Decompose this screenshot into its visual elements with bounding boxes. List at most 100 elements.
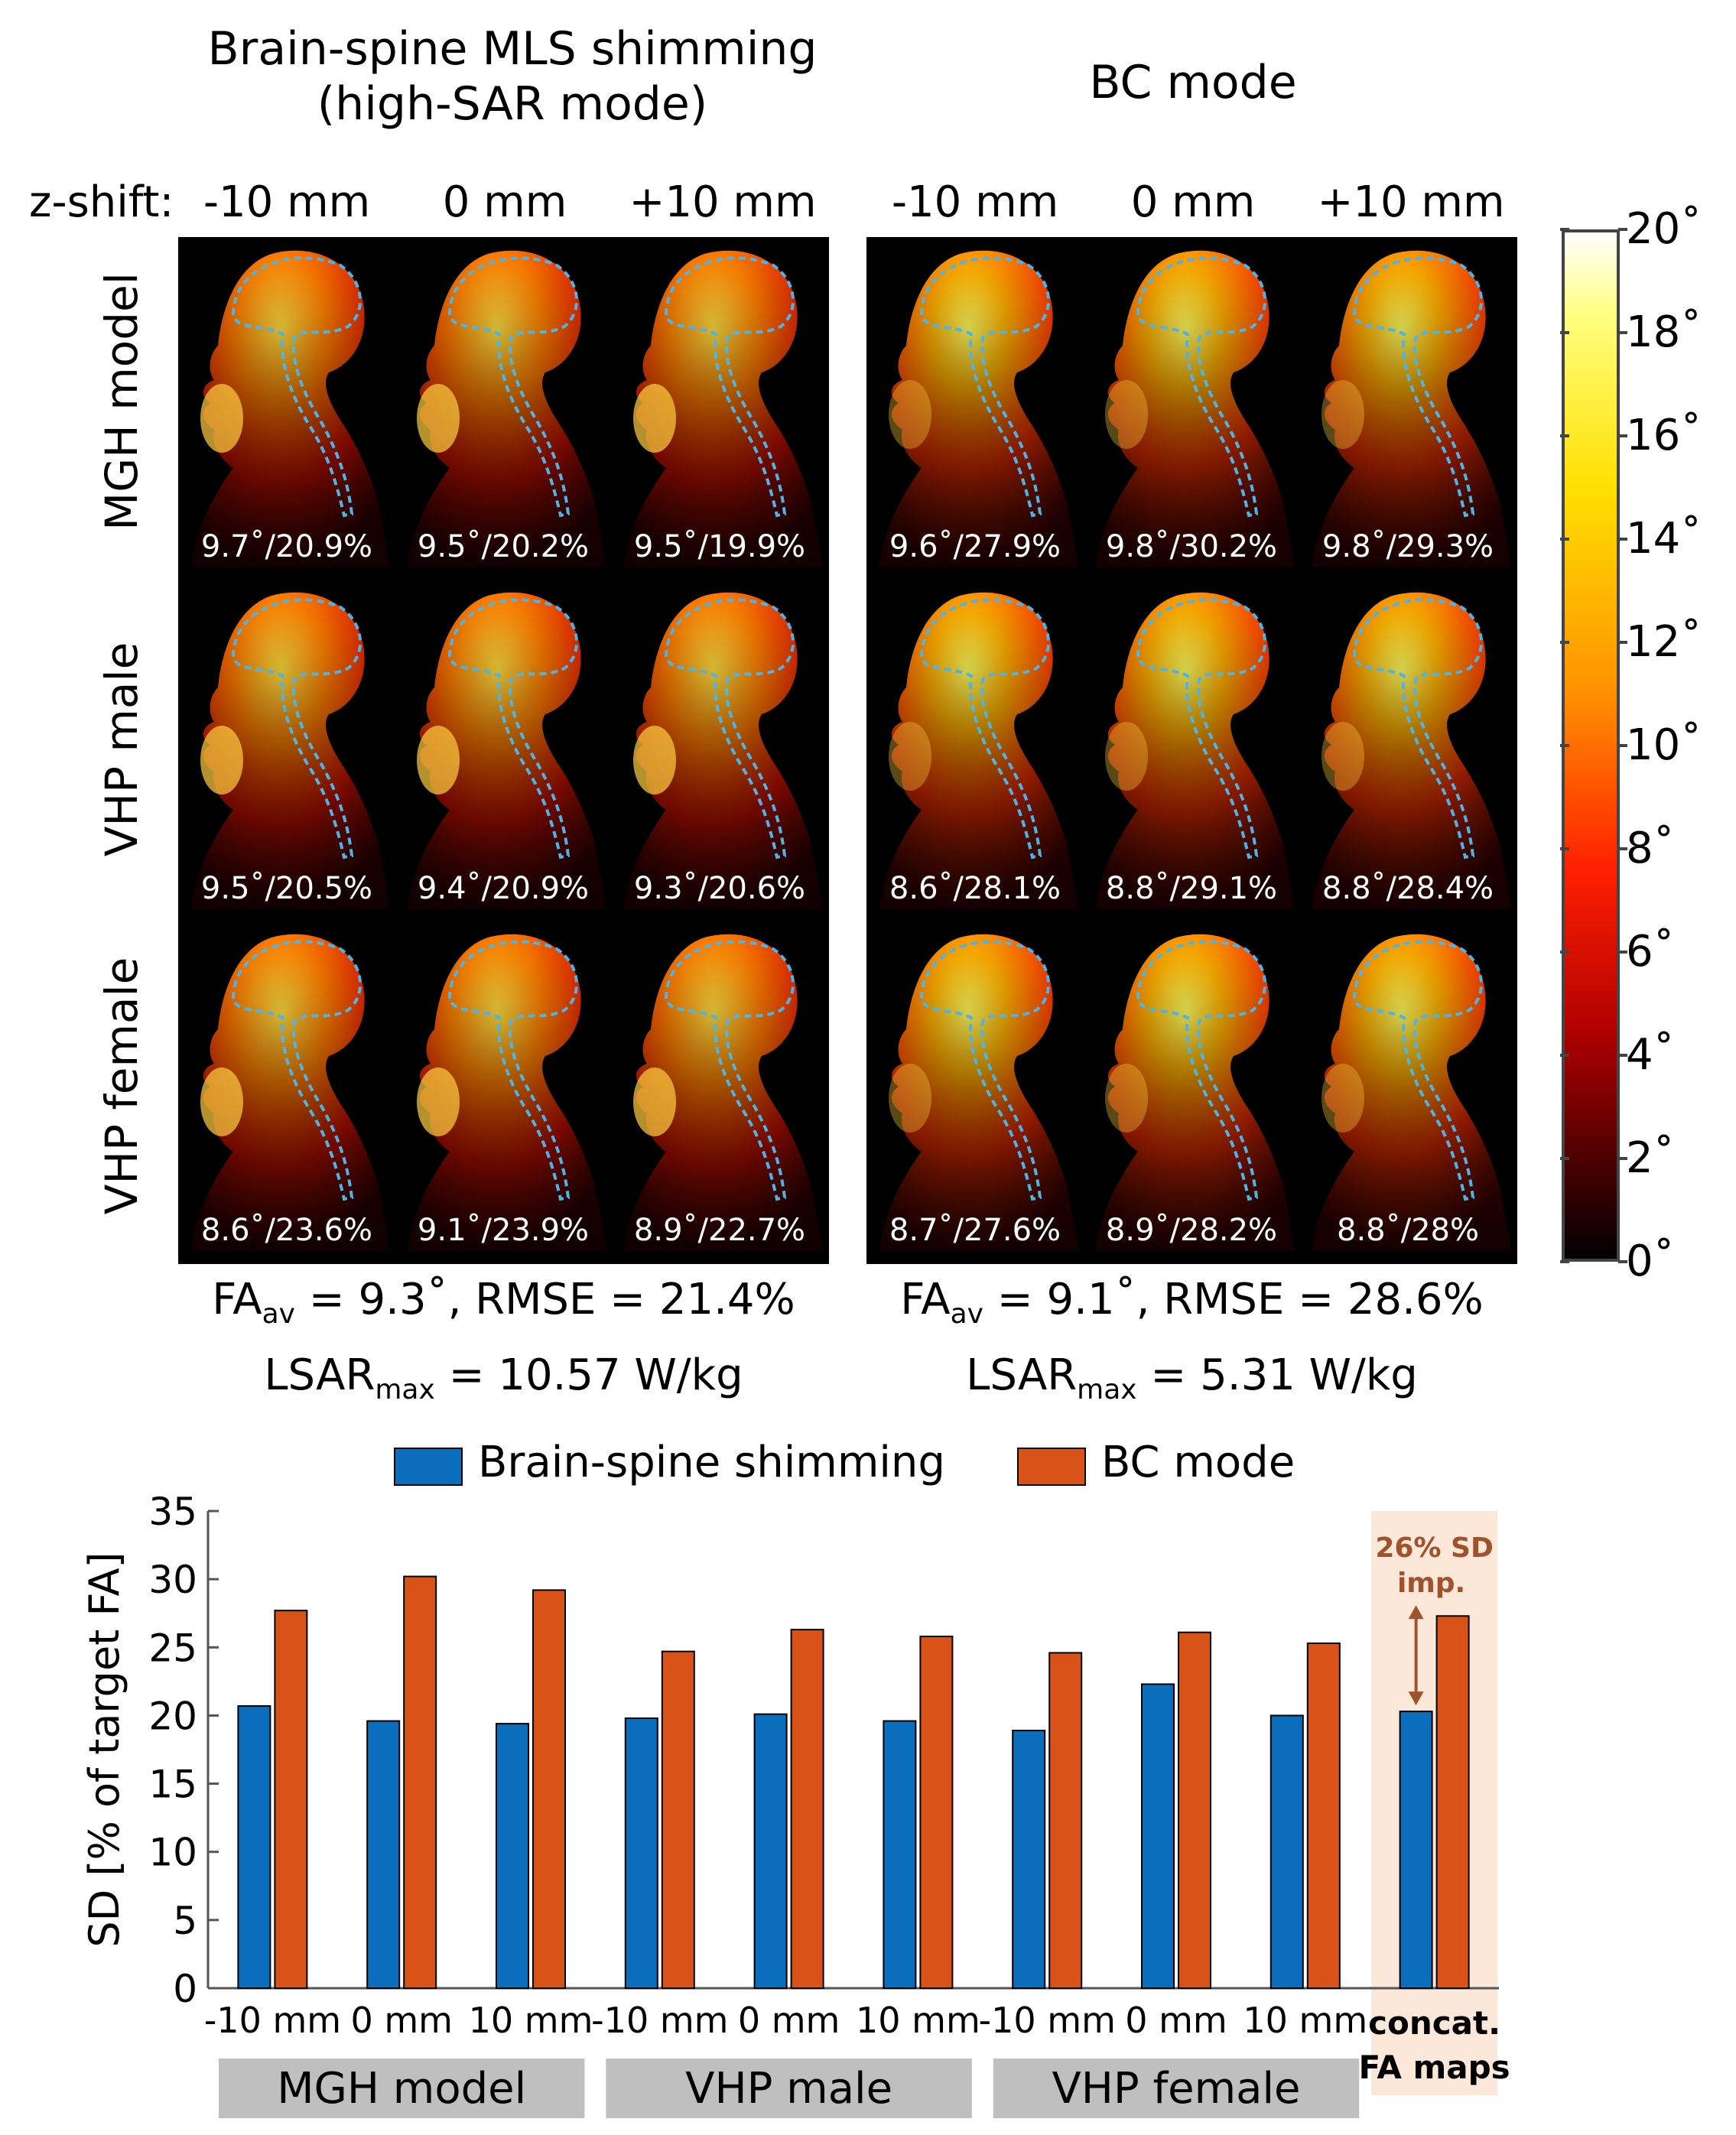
fa-rmse-metric: 9.4˚/20.9%: [417, 871, 590, 906]
fa-map-cell: 8.9˚/22.7%: [613, 922, 827, 1251]
group-box: [993, 2059, 1360, 2118]
colorbar-tick-label: 10˚: [1626, 720, 1702, 770]
fa-rmse-metric: 8.8˚/29.1%: [1105, 871, 1278, 906]
legend-swatch-bc-mode: [1017, 1448, 1086, 1486]
fa-map-image: [408, 934, 606, 1251]
colorbar-tick: [1618, 1260, 1627, 1263]
bar-brain-spine: [1141, 1683, 1175, 1989]
colorbar-tick: [1560, 434, 1569, 437]
colorbar-tick: [1560, 1157, 1569, 1160]
x-tick-label: 10 mm: [856, 2000, 980, 2041]
x-tick-label: 10 mm: [469, 2000, 593, 2041]
colorbar-tick: [1618, 331, 1627, 334]
colorbar-tick: [1560, 331, 1569, 334]
right-shift-header: 0 mm: [1130, 177, 1256, 227]
x-tick-label: 0 mm: [1125, 2000, 1227, 2041]
bar-bc-mode: [532, 1589, 566, 1990]
group-box: [606, 2059, 972, 2118]
bar-bc-mode: [1435, 1615, 1470, 1989]
group-label: VHP male: [685, 2064, 892, 2114]
y-tick-label: 5: [173, 1899, 197, 1943]
colorbar-tick: [1618, 434, 1627, 437]
improvement-label: imp.: [1397, 1568, 1465, 1599]
x-tick-label: 0 mm: [738, 2000, 840, 2041]
left-fa-map-panel: 9.7˚/20.9% 9.5˚/20.2% 9.5˚/19.9%: [178, 237, 829, 1264]
fa-map-image: [879, 250, 1078, 567]
y-tick-label: 35: [148, 1490, 197, 1534]
x-tick-label: 0 mm: [350, 2000, 453, 2041]
colorbar-tick: [1560, 228, 1569, 231]
fa-rmse-metric: 9.6˚/27.9%: [889, 529, 1061, 564]
colorbar-tick: [1618, 1054, 1627, 1057]
fa-map-cell: 8.8˚/28.4%: [1301, 580, 1515, 909]
fa-map-image: [191, 592, 390, 909]
colorbar-tick: [1618, 951, 1627, 954]
fa-map-cell: 9.8˚/29.3%: [1301, 239, 1515, 567]
y-tick-label: 30: [148, 1558, 197, 1602]
fa-rmse-metric: 8.9˚/22.7%: [633, 1213, 806, 1248]
colorbar-tick-label: 18˚: [1626, 307, 1702, 357]
colorbar-tick: [1560, 951, 1569, 954]
bar-bc-mode: [1048, 1652, 1083, 1989]
y-tick-label: 0: [173, 1967, 197, 2011]
row-label-mgh: MGH model: [96, 272, 148, 531]
row-label-vhp-female: VHP female: [96, 957, 148, 1215]
legend-label-brain-spine: Brain-spine shimming: [478, 1438, 945, 1487]
colorbar-tick-label: 2˚: [1626, 1133, 1675, 1183]
fa-map-cell: 9.1˚/23.9%: [396, 922, 610, 1251]
fa-rmse-metric: 8.6˚/28.1%: [889, 871, 1061, 906]
fa-map-image: [1312, 592, 1511, 909]
fa-map-cell: 9.5˚/20.2%: [396, 239, 610, 567]
colorbar-tick-label: 20˚: [1626, 204, 1702, 254]
colorbar-tick-label: 6˚: [1626, 927, 1675, 977]
fa-rmse-metric: 9.3˚/20.6%: [633, 871, 806, 906]
x-tick-label: -10 mm: [591, 2000, 728, 2041]
right-shift-header: +10 mm: [1317, 177, 1505, 227]
fa-map-cell: 8.7˚/27.6%: [868, 922, 1082, 1251]
right-summary: FAav = 9.1˚, RMSE = 28.6% LSARmax = 5.31…: [866, 1269, 1517, 1421]
fa-map-cell: 9.4˚/20.9%: [396, 580, 610, 909]
legend-label-bc-mode: BC mode: [1101, 1438, 1295, 1487]
fa-map-image: [879, 934, 1078, 1251]
colorbar-tick: [1560, 1054, 1569, 1057]
group-box: [219, 2059, 585, 2118]
bar-brain-spine: [1012, 1730, 1046, 1989]
bar-brain-spine: [883, 1720, 917, 1989]
fa-map-image: [879, 592, 1078, 909]
right-fa-summary: FAav = 9.1˚, RMSE = 28.6%: [900, 1275, 1484, 1331]
bar-brain-spine: [1399, 1711, 1433, 1989]
right-shift-header: -10 mm: [891, 177, 1059, 227]
y-tick-label: 25: [148, 1626, 197, 1670]
fa-rmse-metric: 8.9˚/28.2%: [1105, 1213, 1278, 1248]
improvement-arrow-head: [1408, 1605, 1424, 1620]
fa-map-image: [408, 250, 606, 567]
left-title-line2: (high-SAR mode): [317, 77, 708, 131]
fa-map-cell: 9.7˚/20.9%: [180, 239, 394, 567]
colorbar-tick-label: 16˚: [1626, 411, 1702, 460]
fa-rmse-metric: 8.6˚/23.6%: [200, 1213, 373, 1248]
fa-map-image: [624, 250, 823, 567]
fa-rmse-metric: 9.8˚/30.2%: [1105, 529, 1278, 564]
bar-bc-mode: [403, 1575, 437, 1989]
y-tick-label: 10: [148, 1831, 197, 1875]
legend-swatch-brain-spine: [394, 1448, 463, 1486]
colorbar-tick-label: 4˚: [1626, 1030, 1675, 1080]
fa-map-image: [1096, 934, 1295, 1251]
bar-brain-spine: [753, 1713, 788, 1989]
colorbar-tick: [1618, 228, 1627, 231]
left-shift-header: +10 mm: [629, 177, 817, 227]
bar-brain-spine: [366, 1720, 401, 1989]
colorbar-tick: [1560, 641, 1569, 644]
colorbar-tick-label: 14˚: [1626, 514, 1702, 564]
bar-bc-mode: [661, 1650, 695, 1990]
bar-bc-mode: [1306, 1642, 1341, 1990]
x-tick-label: -10 mm: [204, 2000, 341, 2041]
right-panel-title: BC mode: [1089, 56, 1297, 109]
x-tick-label: concat.: [1368, 2004, 1500, 2042]
fa-map-cell: 9.5˚/20.5%: [180, 580, 394, 909]
left-shift-header: -10 mm: [203, 177, 371, 227]
fa-rmse-metric: 9.5˚/19.9%: [633, 529, 806, 564]
fa-rmse-metric: 9.5˚/20.2%: [417, 529, 590, 564]
y-axis-label: SD [% of target FA]: [80, 1552, 128, 1947]
